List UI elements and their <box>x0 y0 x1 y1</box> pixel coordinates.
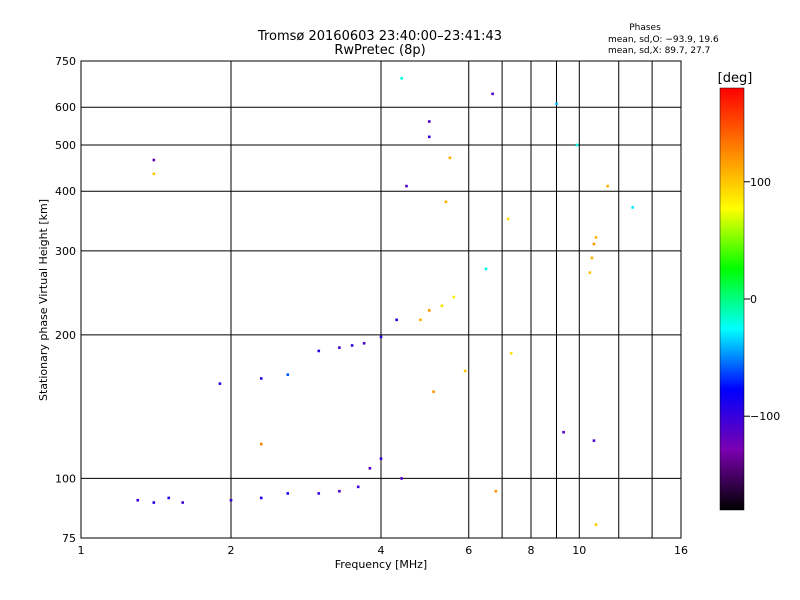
scatter-point <box>594 523 598 526</box>
x-tick-labels: 1 2 4 6 8 10 16 <box>78 544 689 557</box>
colorbar <box>719 87 745 511</box>
scatter-point <box>606 184 609 188</box>
o-trace-low-point <box>181 501 185 504</box>
colorbar-tick-label: −100 <box>750 410 780 423</box>
scatter-point <box>427 135 431 139</box>
colorbar-tick-label: 0 <box>750 293 757 306</box>
x-axis-label: Frequency [MHz] <box>335 558 427 571</box>
o-trace-high-point <box>395 318 398 322</box>
o-trace-low-point <box>317 492 321 495</box>
o-trace-high-point <box>317 349 321 353</box>
scatter-point <box>400 76 403 80</box>
scatter-point <box>427 120 431 123</box>
o-trace-high-point <box>350 344 354 347</box>
phases-label: Phases <box>629 23 661 33</box>
x-trace-point <box>594 236 598 239</box>
o-trace-low-point <box>286 492 290 495</box>
data-points <box>136 76 635 526</box>
scatter-point <box>555 102 558 106</box>
grid <box>81 61 681 538</box>
o-trace-low-point <box>356 485 360 489</box>
y-tick-label: 100 <box>55 472 76 485</box>
x-tick-label: 1 <box>78 544 85 557</box>
x-trace-point <box>440 304 444 308</box>
scatter-point <box>444 200 448 204</box>
phases-o-stats: mean, sd,O: −93.9, 19.6 <box>608 35 719 45</box>
o-trace-low-point <box>229 498 233 502</box>
scatter-point <box>494 489 498 493</box>
o-trace-low-point <box>259 496 263 500</box>
x-trace-point <box>419 318 422 322</box>
colorbar-unit: [deg] <box>718 71 753 86</box>
y-tick-label: 600 <box>55 101 76 114</box>
o-trace-low-point <box>379 457 383 460</box>
o-trace-low-point <box>136 498 140 502</box>
chart-title-line1: Tromsø 20160603 23:40:00–23:41:43 <box>257 29 502 44</box>
scatter-point <box>405 184 408 188</box>
scatter-point <box>400 477 403 480</box>
y-tick-label: 300 <box>55 245 76 258</box>
o-trace-high-point <box>259 377 263 380</box>
y-axis-label: Stationary phase Virtual Height [km] <box>37 199 50 401</box>
plot-frame <box>80 60 682 539</box>
o-trace-low-point <box>368 466 372 470</box>
scatter-point <box>592 439 596 442</box>
scatter-point <box>448 156 452 160</box>
x-trace-point <box>590 256 594 260</box>
x-tick-label: 8 <box>528 544 535 557</box>
scatter-point <box>484 267 488 271</box>
scatter-point <box>259 442 263 446</box>
o-trace-low-point <box>152 501 156 504</box>
o-trace-high-point <box>379 335 383 339</box>
x-trace-point <box>588 271 592 274</box>
x-tick-label: 4 <box>378 544 385 557</box>
x-trace-point <box>592 242 596 246</box>
colorbar-tick-label: 100 <box>750 176 771 189</box>
y-tick-label: 500 <box>55 139 76 152</box>
scatter-point <box>506 217 510 221</box>
scatter-point <box>631 206 635 209</box>
colorbar-ticks: 100 0 −100 <box>744 176 780 423</box>
y-tick-label: 75 <box>62 532 76 545</box>
x-tick-label: 16 <box>674 544 688 557</box>
y-tick-label: 750 <box>55 55 76 68</box>
x-tick-label: 2 <box>228 544 235 557</box>
x-tick-label: 10 <box>572 544 586 557</box>
y-tick-label: 400 <box>55 185 76 198</box>
phases-x-stats: mean, sd,X: 89.7, 27.7 <box>608 46 710 56</box>
x-trace-point <box>427 309 431 312</box>
x-trace-point <box>452 295 456 299</box>
x-tick-label: 6 <box>465 544 472 557</box>
scatter-point <box>152 158 156 162</box>
y-tick-labels: 75 100 200 300 400 500 600 750 <box>55 55 76 545</box>
scatter-point <box>491 92 494 96</box>
o-trace-high-point <box>218 382 222 385</box>
o-trace-high-point <box>362 341 366 345</box>
scatter-point <box>562 430 565 434</box>
scatter-point <box>509 351 513 355</box>
o-trace-low-point <box>338 489 341 493</box>
o-trace-high-point <box>286 373 290 376</box>
o-trace-high-point <box>338 346 341 349</box>
chart-title-line2: RwPretec (8p) <box>334 43 425 58</box>
scatter-point <box>432 390 435 393</box>
o-trace-low-point <box>167 496 171 500</box>
scatter-point <box>575 143 579 147</box>
y-tick-label: 200 <box>55 329 76 342</box>
scatter-point <box>463 369 467 373</box>
scatter-point <box>152 172 156 176</box>
